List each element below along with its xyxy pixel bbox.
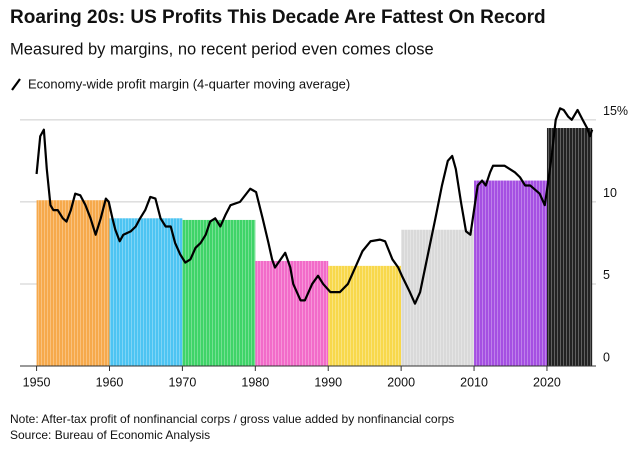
- legend-swatch: [11, 78, 21, 91]
- bar-hatch: [328, 265, 402, 366]
- y-tick-label: 0: [603, 350, 610, 364]
- x-tick-label: 2010: [460, 375, 488, 389]
- x-tick-label: 1950: [23, 375, 51, 389]
- plot-area: 0 5 10 15% 1950 1960 1970 1980 1990 2000 2010 2020: [20, 104, 628, 389]
- y-tick-label: 5: [603, 268, 610, 282]
- chart-subtitle: Measured by margins, no recent period ev…: [10, 40, 434, 58]
- y-tick-label: 10: [603, 186, 617, 200]
- profit-margin-line: [35, 107, 594, 305]
- bar-hatch: [182, 219, 256, 366]
- source: Source: Bureau of Economic Analysis: [10, 428, 210, 442]
- bar-hatch: [546, 128, 593, 366]
- x-tick-label: 2020: [533, 375, 561, 389]
- chart-title: Roaring 20s: US Profits This Decade Are …: [10, 7, 546, 28]
- x-tick-label: 2000: [387, 375, 415, 389]
- y-tick-label: 15%: [603, 104, 628, 118]
- legend-label: Economy-wide profit margin (4-quarter mo…: [28, 76, 350, 91]
- note: Note: After-tax profit of nonfinancial c…: [10, 412, 454, 426]
- x-tick-label: 1970: [168, 375, 196, 389]
- bar-hatch: [109, 218, 183, 366]
- x-tick-label: 1990: [314, 375, 342, 389]
- x-tick-label: 1960: [96, 375, 124, 389]
- bar-hatch: [474, 180, 547, 366]
- x-tick-label: 1980: [241, 375, 269, 389]
